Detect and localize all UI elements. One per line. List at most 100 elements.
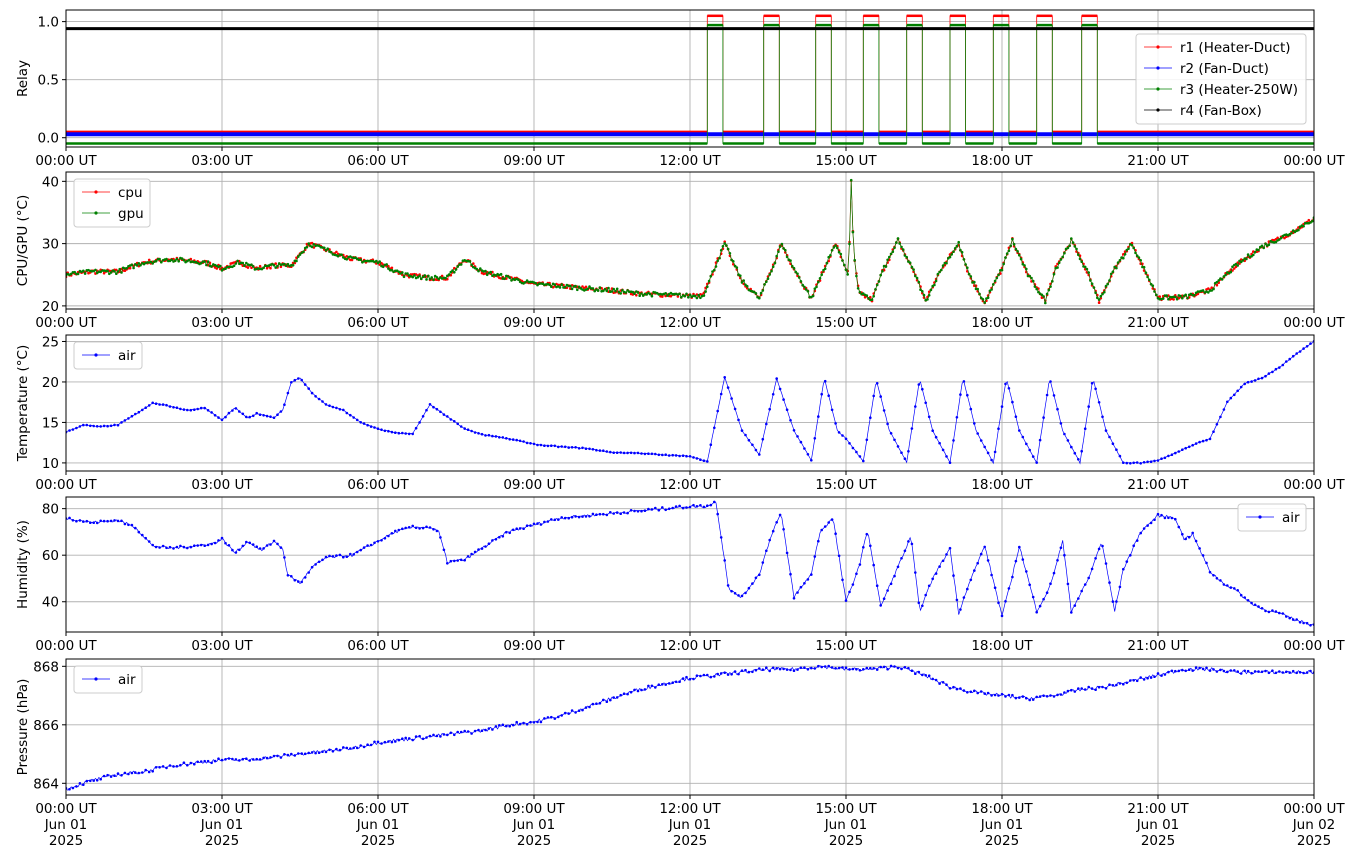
- data-point: [1233, 669, 1236, 672]
- y-tick-label: 0.5: [38, 73, 59, 89]
- data-point: [1194, 539, 1198, 543]
- data-point: [1246, 253, 1250, 256]
- data-point: [141, 771, 144, 774]
- data-point: [1044, 301, 1047, 305]
- data-point: [1253, 250, 1257, 254]
- data-point: [1094, 557, 1097, 560]
- data-point: [1236, 389, 1239, 393]
- data-point: [865, 294, 869, 297]
- data-point: [314, 563, 317, 566]
- data-point: [806, 578, 810, 581]
- data-point: [834, 244, 837, 247]
- data-point: [687, 296, 690, 299]
- data-point: [234, 262, 238, 265]
- data-point: [173, 259, 177, 262]
- data-point: [335, 406, 338, 410]
- data-point: [648, 292, 652, 296]
- data-point: [342, 746, 345, 749]
- data-point: [647, 684, 650, 688]
- legend-label: r2 (Fan-Duct): [1180, 61, 1269, 77]
- data-point: [151, 262, 154, 265]
- data-point: [794, 270, 797, 274]
- data-point: [674, 505, 678, 508]
- y-tick-label: 20: [42, 375, 59, 391]
- data-point: [470, 429, 473, 433]
- data-point: [463, 558, 467, 562]
- data-point: [279, 756, 283, 759]
- data-point: [570, 287, 574, 291]
- data-point: [1264, 242, 1267, 246]
- data-point: [574, 446, 577, 449]
- data-point: [1224, 273, 1227, 277]
- data-point: [1285, 360, 1288, 363]
- data-point: [657, 508, 661, 512]
- data-point: [132, 266, 135, 270]
- data-point: [1092, 286, 1096, 289]
- data-point: [1236, 264, 1239, 267]
- data-point: [444, 276, 447, 280]
- data-point: [631, 290, 635, 294]
- data-point: [1163, 456, 1167, 460]
- data-point: [1229, 586, 1233, 589]
- data-point: [799, 666, 803, 670]
- data-point: [1295, 352, 1298, 355]
- data-point: [161, 544, 165, 548]
- data-point: [130, 414, 134, 418]
- data-point: [553, 717, 557, 720]
- data-point: [1184, 446, 1187, 450]
- data-point: [702, 505, 706, 509]
- legend-swatch-marker: [94, 353, 98, 357]
- data-point: [312, 243, 316, 246]
- data-point: [454, 268, 458, 271]
- data-point: [633, 509, 636, 513]
- data-point: [248, 415, 251, 419]
- data-point: [511, 723, 515, 727]
- data-point: [647, 507, 650, 511]
- data-point: [945, 553, 948, 556]
- data-point: [699, 504, 702, 507]
- data-point: [936, 272, 940, 276]
- legend: air: [73, 341, 143, 370]
- data-point: [570, 709, 574, 712]
- data-point: [1274, 671, 1278, 675]
- data-point: [945, 455, 948, 458]
- data-point: [1278, 670, 1281, 673]
- data-point: [810, 666, 813, 670]
- data-point: [1215, 280, 1219, 284]
- data-point: [168, 764, 172, 767]
- data-point: [775, 667, 778, 670]
- data-point: [265, 414, 269, 418]
- data-point: [709, 443, 713, 447]
- data-point: [394, 529, 397, 533]
- data-point: [310, 391, 314, 395]
- data-point: [376, 427, 380, 431]
- data-point: [125, 267, 128, 270]
- data-point: [837, 250, 841, 254]
- data-point: [165, 257, 168, 261]
- data-point: [955, 598, 959, 602]
- data-point: [1212, 287, 1215, 291]
- data-point: [203, 406, 206, 410]
- data-point: [766, 277, 770, 281]
- data-point: [149, 260, 153, 264]
- axes-frame: [65, 658, 1315, 796]
- data-point: [116, 423, 120, 427]
- data-point: [1246, 380, 1250, 384]
- data-point: [962, 596, 966, 599]
- data-point: [1151, 284, 1155, 288]
- data-point: [872, 294, 875, 298]
- y-tick-label: 1.0: [38, 15, 59, 31]
- data-point: [130, 263, 134, 267]
- data-point: [1233, 587, 1236, 590]
- x-tick-label: 18:00 UT: [971, 638, 1033, 654]
- data-point: [806, 453, 810, 456]
- data-point: [199, 261, 203, 265]
- data-point: [1170, 453, 1174, 457]
- data-point: [745, 284, 749, 288]
- legend-box: [73, 665, 143, 694]
- data-point: [1253, 603, 1257, 607]
- data-point: [401, 431, 404, 435]
- data-point: [563, 516, 567, 520]
- x-tick-year-label: 2025: [517, 833, 551, 849]
- data-point: [1129, 462, 1132, 465]
